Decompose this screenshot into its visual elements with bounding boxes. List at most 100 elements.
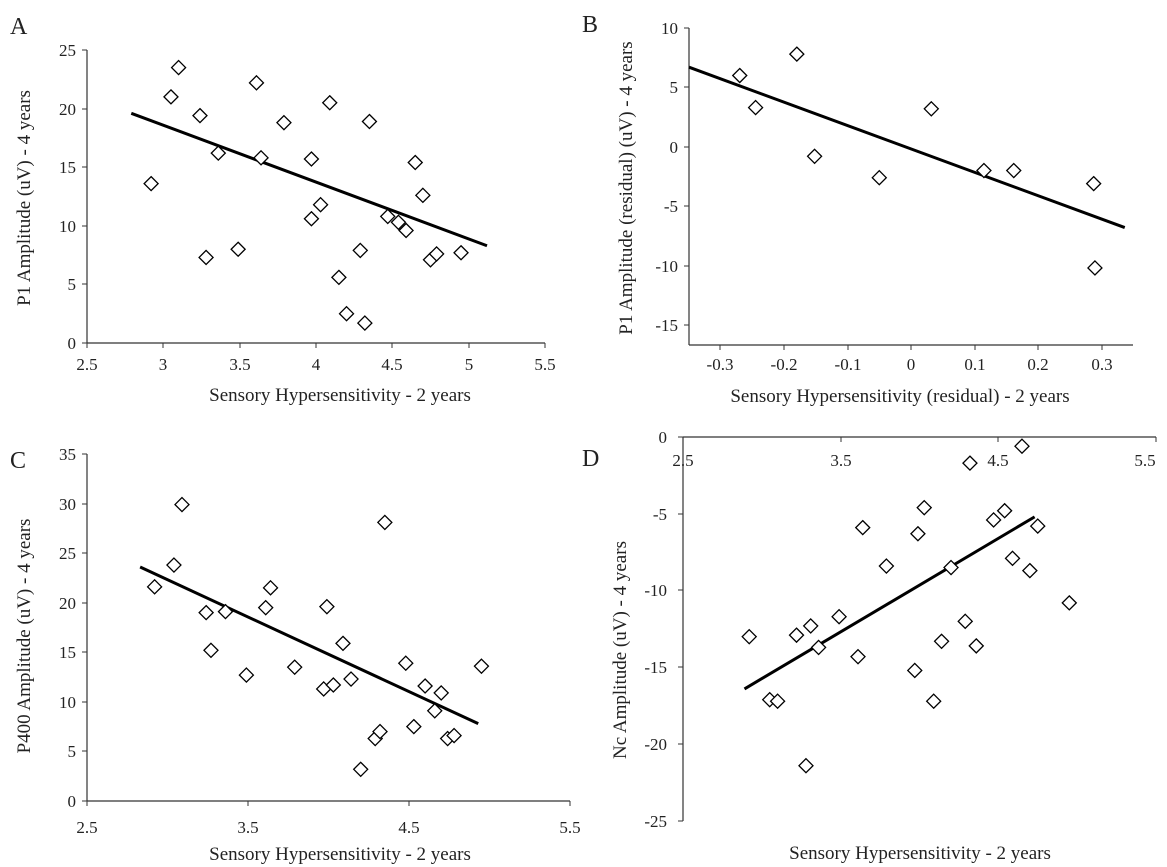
data-point (257, 599, 274, 616)
data-point (810, 639, 827, 656)
data-point (1004, 550, 1021, 567)
x-tick-label: 5.5 (534, 355, 555, 374)
x-tick-label: 3.5 (229, 355, 250, 374)
x-tick-label: 3 (159, 355, 168, 374)
x-tick-label: 2.5 (76, 355, 97, 374)
y-tick-label: 0 (670, 138, 679, 157)
data-point (312, 196, 329, 213)
data-point (925, 693, 942, 710)
data-point (976, 162, 992, 179)
data-point (1005, 162, 1022, 179)
y-tick-label: -25 (644, 812, 667, 831)
data-point (203, 642, 219, 659)
data-point (747, 99, 764, 116)
x-tick-label: 5.5 (559, 818, 580, 837)
x-tick-label: 5.5 (1134, 451, 1155, 470)
y-axis-title-d: Nc Amplitude (uV) - 4 years (610, 541, 631, 759)
data-point (1061, 594, 1078, 611)
data-point (1085, 175, 1102, 192)
y-ticks-b (684, 27, 689, 326)
data-point (286, 659, 303, 676)
data-point (352, 242, 369, 259)
data-point (996, 502, 1013, 519)
data-point (321, 94, 338, 111)
data-point (957, 613, 974, 630)
y-tick-label: 20 (59, 100, 76, 119)
x-tick-label: 2.5 (76, 818, 97, 837)
y-ticks-d (678, 436, 683, 822)
y-tick-label: -15 (655, 316, 678, 335)
data-point (854, 519, 871, 536)
data-point (330, 269, 347, 286)
x-tick-label: 4.5 (381, 355, 402, 374)
x-tick-label: 5 (465, 355, 474, 374)
y-tick-label: 30 (59, 495, 76, 514)
data-point (414, 187, 431, 204)
y-tick-label: 10 (59, 693, 76, 712)
data-point (166, 557, 182, 573)
trendline (688, 65, 1126, 229)
data-point (318, 598, 335, 615)
data-point (405, 718, 422, 735)
data-point (453, 244, 469, 261)
data-point (788, 627, 805, 644)
data-point (1087, 260, 1103, 276)
data-point (217, 603, 234, 620)
data-point (933, 633, 950, 650)
y-tick-label: -15 (644, 658, 667, 677)
data-point (878, 558, 895, 574)
data-point (170, 59, 187, 76)
data-point (850, 648, 866, 665)
x-tick-label: -0.1 (835, 355, 862, 374)
x-tick-label: 3.5 (237, 818, 258, 837)
panel-letter-a: A (10, 14, 28, 40)
panel-d: D -25 -20 -15 -10 -5 0 2.5 3.5 4.5 5.5 S… (582, 428, 1157, 864)
data-point (352, 761, 369, 778)
data-point (910, 525, 926, 542)
y-tick-label: 5 (68, 742, 77, 761)
data-point (262, 579, 279, 596)
y-tick-label: 25 (59, 41, 76, 60)
data-point (731, 67, 748, 84)
x-tick-labels-d: 2.5 3.5 4.5 5.5 (672, 451, 1155, 470)
data-point (1021, 562, 1038, 579)
data-point (923, 100, 940, 117)
data-point (198, 249, 214, 266)
data-point (390, 214, 407, 231)
y-tick-label: 10 (59, 217, 76, 236)
y-tick-labels-d: -25 -20 -15 -10 -5 0 (644, 428, 667, 831)
data-point (146, 578, 163, 595)
y-tick-label: 15 (59, 158, 76, 177)
data-point (798, 757, 814, 774)
data-point (871, 169, 888, 186)
data-point (356, 315, 373, 331)
panel-a: A 0 5 10 15 20 25 2.5 3 3.5 4 4.5 (10, 14, 556, 406)
plot-marks-d (741, 438, 1078, 774)
x-tick-labels-c: 2.5 3.5 4.5 5.5 (76, 818, 580, 837)
y-ticks-c (82, 453, 87, 802)
y-tick-label: 5 (670, 78, 679, 97)
trendline (743, 515, 1036, 691)
plot-marks-a (130, 59, 488, 331)
y-tick-label: 15 (59, 643, 76, 662)
y-tick-labels-c: 0 5 10 15 20 25 30 35 (59, 445, 76, 811)
data-point (238, 667, 255, 684)
x-tick-label: -0.2 (771, 355, 798, 374)
data-point (397, 655, 414, 672)
data-point (379, 208, 396, 225)
data-point (303, 151, 320, 167)
y-axis-title-a: P1 Amplitude (uV) - 4 years (14, 90, 35, 306)
data-point (446, 727, 462, 744)
y-axis-title-c: P400 Amplitude (uV) - 4 years (14, 519, 35, 754)
data-point (407, 154, 424, 171)
data-point (741, 628, 758, 645)
x-axis-title-c: Sensory Hypersensitivity - 2 years (209, 844, 471, 865)
x-tick-label: 0.2 (1027, 355, 1048, 374)
data-point (253, 149, 269, 166)
x-tick-label: -0.3 (707, 355, 734, 374)
panel-letter-b: B (582, 12, 598, 38)
data-point (428, 246, 445, 262)
data-point (163, 88, 179, 105)
x-ticks-b (719, 345, 1103, 350)
data-point (788, 46, 805, 63)
